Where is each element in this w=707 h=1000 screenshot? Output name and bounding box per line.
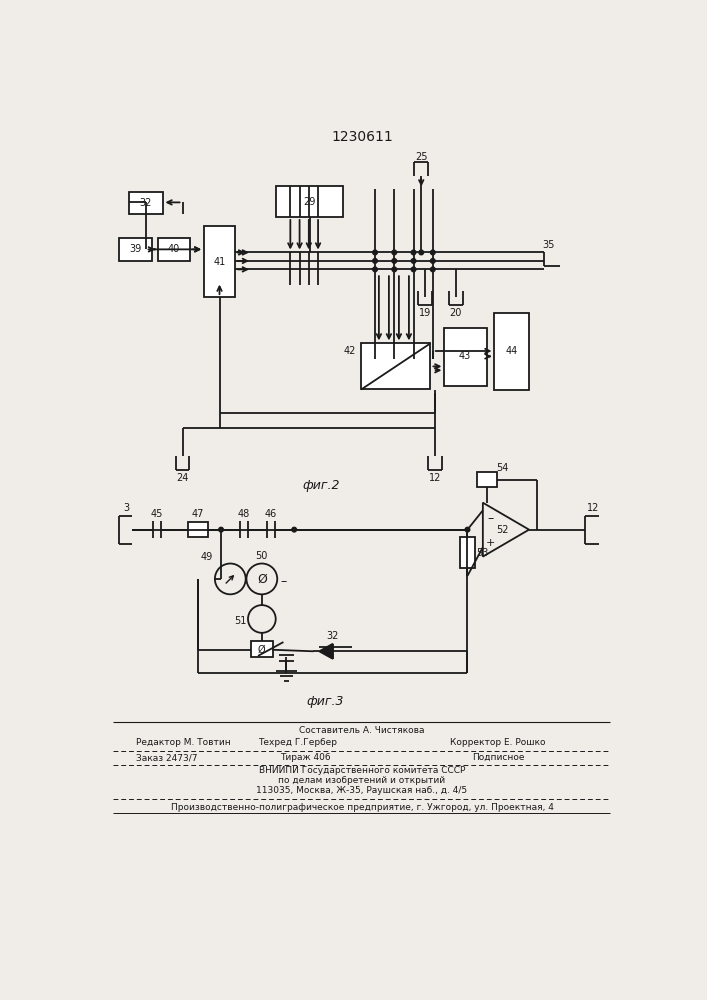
Bar bbox=[158, 238, 190, 261]
Text: 52: 52 bbox=[496, 525, 508, 535]
Text: 46: 46 bbox=[265, 509, 277, 519]
Text: +: + bbox=[486, 538, 495, 548]
Polygon shape bbox=[319, 644, 333, 659]
Text: 49: 49 bbox=[201, 552, 214, 562]
Circle shape bbox=[431, 267, 435, 272]
Bar bbox=[188, 522, 208, 537]
Circle shape bbox=[373, 250, 378, 255]
Text: 25: 25 bbox=[415, 152, 428, 162]
Text: 41: 41 bbox=[214, 257, 226, 267]
Text: Ø: Ø bbox=[258, 645, 266, 655]
Text: 40: 40 bbox=[168, 244, 180, 254]
Text: 113035, Москва, Ж-35, Раушская наб., д. 4/5: 113035, Москва, Ж-35, Раушская наб., д. … bbox=[257, 786, 467, 795]
Text: 39: 39 bbox=[129, 244, 141, 254]
Bar bbox=[129, 192, 163, 214]
Text: Редактор М. Товтин: Редактор М. Товтин bbox=[136, 738, 231, 747]
Bar bbox=[361, 343, 431, 389]
Text: Производственно-полиграфическое предприятие, г. Ужгород, ул. Проектная, 4: Производственно-полиграфическое предприя… bbox=[170, 803, 554, 812]
Text: 45: 45 bbox=[151, 509, 163, 519]
Text: Заказ 2473/7: Заказ 2473/7 bbox=[136, 753, 198, 762]
Bar bbox=[251, 641, 273, 657]
Circle shape bbox=[411, 267, 416, 272]
Text: ВНИИПИ Государственного комитета СССР: ВНИИПИ Государственного комитета СССР bbox=[259, 766, 465, 775]
Circle shape bbox=[392, 267, 397, 272]
Text: 12: 12 bbox=[587, 503, 599, 513]
Circle shape bbox=[373, 267, 378, 272]
Text: фиг.3: фиг.3 bbox=[306, 695, 344, 708]
Bar bbox=[119, 238, 152, 261]
Text: 20: 20 bbox=[450, 308, 462, 318]
Circle shape bbox=[218, 527, 223, 532]
Circle shape bbox=[431, 259, 435, 263]
Text: –: – bbox=[487, 512, 493, 525]
Text: 32: 32 bbox=[139, 198, 152, 208]
Text: 35: 35 bbox=[542, 240, 554, 250]
Text: Корректор Е. Рошко: Корректор Е. Рошко bbox=[450, 738, 546, 747]
Text: 32: 32 bbox=[327, 631, 339, 641]
Text: 1230611: 1230611 bbox=[331, 130, 393, 144]
Text: 29: 29 bbox=[303, 197, 316, 207]
Text: 19: 19 bbox=[419, 308, 431, 318]
Circle shape bbox=[431, 250, 435, 255]
Circle shape bbox=[419, 250, 423, 255]
Text: Ø: Ø bbox=[257, 572, 267, 585]
Text: 48: 48 bbox=[238, 509, 250, 519]
Bar bbox=[460, 537, 475, 568]
Circle shape bbox=[465, 527, 469, 532]
Circle shape bbox=[392, 259, 397, 263]
Text: –: – bbox=[280, 575, 286, 588]
Circle shape bbox=[373, 259, 378, 263]
Text: Подписное: Подписное bbox=[472, 753, 525, 762]
Text: 47: 47 bbox=[192, 509, 204, 519]
Text: 3: 3 bbox=[123, 503, 129, 513]
Circle shape bbox=[392, 250, 397, 255]
Circle shape bbox=[292, 527, 296, 532]
Circle shape bbox=[411, 250, 416, 255]
Text: по делам изобретений и открытий: по делам изобретений и открытий bbox=[279, 776, 445, 785]
Text: Составитель А. Чистякова: Составитель А. Чистякова bbox=[299, 726, 425, 735]
Text: Техред Г.Гербер: Техред Г.Гербер bbox=[259, 738, 337, 747]
Text: 51: 51 bbox=[234, 616, 247, 626]
Text: 12: 12 bbox=[429, 473, 441, 483]
Bar bbox=[494, 312, 529, 389]
Bar bbox=[444, 328, 486, 386]
Text: 42: 42 bbox=[344, 346, 356, 356]
Text: фиг.2: фиг.2 bbox=[303, 479, 340, 492]
Text: 50: 50 bbox=[256, 551, 268, 561]
Text: 53: 53 bbox=[477, 548, 489, 558]
Text: Тираж 406: Тираж 406 bbox=[281, 753, 331, 762]
Text: 44: 44 bbox=[506, 346, 518, 356]
Text: 54: 54 bbox=[496, 463, 508, 473]
Text: 43: 43 bbox=[459, 351, 472, 361]
Circle shape bbox=[411, 259, 416, 263]
Bar bbox=[477, 472, 497, 487]
Bar bbox=[276, 186, 343, 217]
Bar bbox=[204, 226, 235, 297]
Text: 24: 24 bbox=[176, 473, 189, 483]
